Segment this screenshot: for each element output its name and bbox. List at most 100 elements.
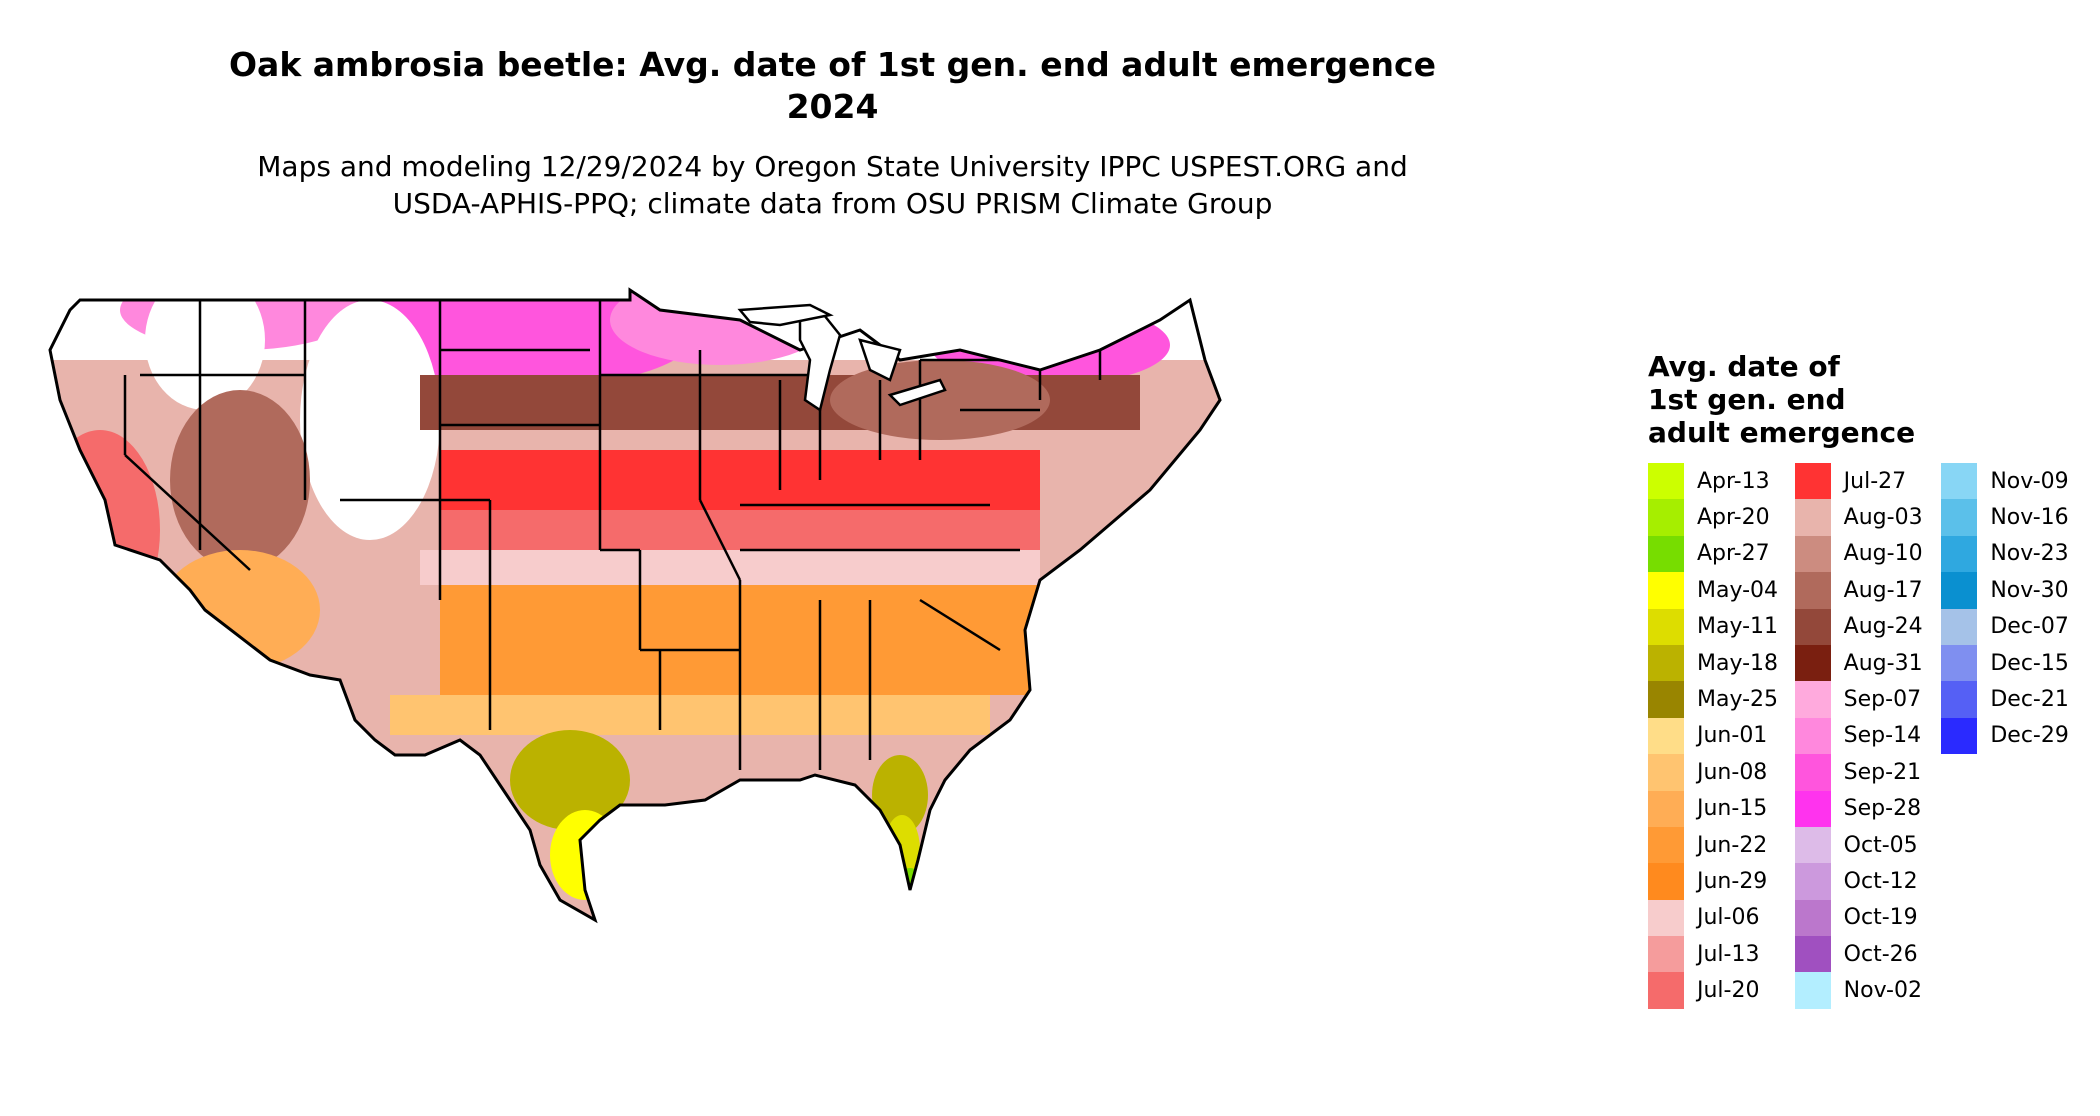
legend-label: May-25 xyxy=(1697,687,1779,713)
legend-swatch xyxy=(1794,535,1831,573)
legend-label: Jul-20 xyxy=(1697,978,1760,1004)
legend-swatch xyxy=(1794,608,1831,645)
map-legend: Avg. date of 1st gen. end adult emergenc… xyxy=(1648,350,2088,1009)
legend-label: Dec-29 xyxy=(1990,723,2069,749)
emergence-date-raster xyxy=(50,290,1220,920)
zone-jul27-red xyxy=(440,450,1040,510)
legend-label: Jun-29 xyxy=(1697,868,1768,894)
legend-item: Jun-29 xyxy=(1648,863,1795,900)
legend-swatch xyxy=(1794,572,1831,609)
legend-swatch xyxy=(1794,972,1831,1009)
legend-label: Aug-17 xyxy=(1843,577,1923,603)
legend-item: Jul-20 xyxy=(1648,972,1795,1009)
legend-label: Oct-19 xyxy=(1843,905,1918,931)
lake-erie xyxy=(887,378,947,407)
legend-swatch xyxy=(1794,826,1831,864)
zone-ohio-brown xyxy=(830,360,1050,440)
legend-label: Sep-07 xyxy=(1843,687,1922,713)
legend-title-line-2: 1st gen. end xyxy=(1648,383,1846,416)
zone-florida-green xyxy=(898,868,922,896)
legend-swatch xyxy=(1794,936,1831,973)
lake-huron xyxy=(858,338,902,382)
legend-item: Dec-07 xyxy=(1941,608,2088,645)
legend-item: May-18 xyxy=(1648,644,1795,682)
legend-swatch xyxy=(1648,463,1684,500)
legend-swatch xyxy=(1941,717,1978,755)
legend-item: Nov-16 xyxy=(1941,499,2088,536)
legend-swatch xyxy=(1648,826,1684,864)
legend-column: Jul-27 Aug-03 Aug-10 Aug-17 Aug-24 Aug-31 Sep-… xyxy=(1794,463,1942,1009)
legend-item: Jul-06 xyxy=(1648,899,1795,937)
legend-label: Sep-14 xyxy=(1843,723,1922,749)
legend-swatch xyxy=(1794,899,1831,937)
zone-arizona-orange xyxy=(160,550,320,670)
legend-swatch xyxy=(1648,972,1684,1009)
legend-label: Oct-05 xyxy=(1843,832,1918,858)
legend-item: Nov-30 xyxy=(1941,572,2088,609)
legend-label: Jun-08 xyxy=(1697,759,1768,785)
zone-basin-brown xyxy=(170,390,310,570)
legend-item: Apr-27 xyxy=(1648,535,1795,573)
legend-label: Jul-13 xyxy=(1697,941,1760,967)
legend-item: Aug-10 xyxy=(1794,535,1942,573)
legend-swatch xyxy=(1648,754,1684,791)
legend-label: Oct-12 xyxy=(1843,868,1918,894)
legend-label: May-04 xyxy=(1697,577,1779,603)
legend-swatch xyxy=(1794,463,1831,500)
legend-item: May-04 xyxy=(1648,572,1795,609)
legend-swatch xyxy=(1794,754,1831,791)
legend-swatch xyxy=(1648,535,1684,573)
legend-title: Avg. date of 1st gen. end adult emergenc… xyxy=(1648,350,1948,449)
zone-texas-olive xyxy=(510,730,630,830)
legend-item: Jul-27 xyxy=(1794,463,1942,500)
legend-label: Nov-16 xyxy=(1990,505,2069,531)
map-title: Oak ambrosia beetle: Avg. date of 1st ge… xyxy=(110,44,1555,128)
legend-label: Sep-28 xyxy=(1843,796,1922,822)
legend-item: Jul-13 xyxy=(1648,936,1795,973)
legend-item: Dec-29 xyxy=(1941,717,2088,755)
legend-label: Aug-24 xyxy=(1843,614,1923,640)
legend-item: Aug-03 xyxy=(1794,499,1942,536)
legend-swatch xyxy=(1794,681,1831,718)
legend-label: Apr-13 xyxy=(1697,468,1770,494)
legend-item: May-11 xyxy=(1648,608,1795,645)
legend-item: Aug-17 xyxy=(1794,572,1942,609)
zone-rockies-white xyxy=(300,300,440,540)
legend-item: May-25 xyxy=(1648,681,1795,718)
legend-label: Oct-26 xyxy=(1843,941,1918,967)
legend-swatch xyxy=(1648,681,1684,718)
legend-swatch xyxy=(1941,608,1978,645)
zone-jul06-pink xyxy=(420,550,1040,585)
great-lakes xyxy=(737,303,947,413)
zone-florida-olive xyxy=(872,755,928,835)
legend-swatch xyxy=(1648,936,1684,973)
legend-swatch xyxy=(1648,717,1684,755)
legend-swatch xyxy=(1941,499,1978,536)
legend-item: Sep-14 xyxy=(1794,717,1942,755)
legend-item: Oct-19 xyxy=(1794,899,1942,937)
legend-label: Nov-30 xyxy=(1990,577,2069,603)
zone-california-red xyxy=(50,430,160,630)
legend-item: Apr-13 xyxy=(1648,463,1795,500)
title-line-2: 2024 xyxy=(786,87,879,126)
legend-label: Apr-20 xyxy=(1697,505,1770,531)
legend-label: Nov-02 xyxy=(1843,978,1922,1004)
legend-title-line-3: adult emergence xyxy=(1648,416,1916,449)
legend-column: Nov-09 Nov-16 Nov-23 Nov-30 Dec-07 Dec-15 Dec-… xyxy=(1941,463,2088,1009)
legend-swatch xyxy=(1794,790,1831,827)
legend-item: Apr-20 xyxy=(1648,499,1795,536)
legend-swatch xyxy=(1648,608,1684,645)
legend-label: Apr-27 xyxy=(1697,541,1770,567)
legend-item: Nov-09 xyxy=(1941,463,2088,500)
legend-item: Dec-21 xyxy=(1941,681,2088,718)
legend-label: Sep-21 xyxy=(1843,759,1922,785)
legend-item: Jun-08 xyxy=(1648,754,1795,791)
legend-swatch xyxy=(1941,644,1978,682)
lake-michigan xyxy=(798,308,842,413)
legend-swatch xyxy=(1648,572,1684,609)
legend-title-line-1: Avg. date of xyxy=(1648,350,1840,383)
zone-jul20-red xyxy=(440,510,1040,550)
legend-swatch xyxy=(1941,463,1978,500)
legend-swatch xyxy=(1941,535,1978,573)
title-line-1: Oak ambrosia beetle: Avg. date of 1st ge… xyxy=(229,45,1436,84)
